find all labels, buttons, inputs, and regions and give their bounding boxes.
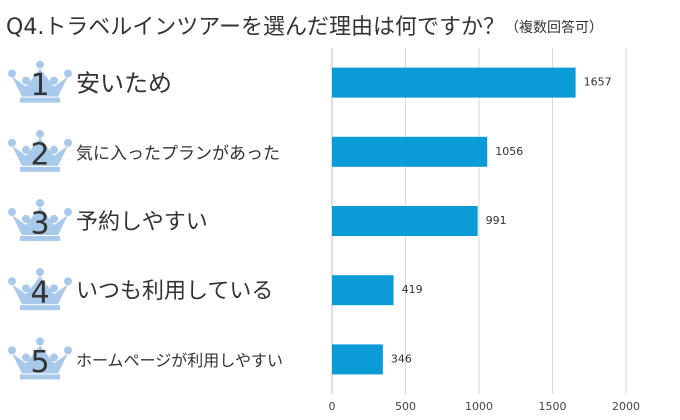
x-tick-label: 0 <box>329 400 336 413</box>
category-label: 予約しやすい <box>76 210 208 235</box>
crown-jewel <box>64 138 72 147</box>
crown-jewel <box>22 353 30 362</box>
crown-jewel <box>36 129 44 138</box>
rank-number: 3 <box>30 207 49 242</box>
crown-jewel <box>50 353 58 362</box>
crown-jewel <box>8 69 16 78</box>
crown-jewel <box>64 69 72 78</box>
crown-icon <box>8 337 72 380</box>
crown-base <box>20 166 60 172</box>
crown-jewel <box>22 145 30 154</box>
crown-icon <box>8 129 72 172</box>
crown-jewel <box>50 145 58 154</box>
rank-number: 1 <box>30 68 49 103</box>
crown-jewel <box>36 337 44 346</box>
crown-base <box>20 305 60 311</box>
crown-jewel <box>8 138 16 147</box>
crown-base <box>20 374 60 380</box>
bar <box>332 67 576 98</box>
crown <box>12 345 68 374</box>
crown-jewel <box>8 277 16 286</box>
crown-icon <box>8 199 72 241</box>
crown-jewel <box>64 208 72 216</box>
crown <box>12 276 68 305</box>
title: Q4.トラベルインツアーを選んだ理由は何ですか？ <box>6 15 505 40</box>
value-label: 1056 <box>495 145 523 158</box>
crown <box>12 207 68 235</box>
crown-jewel <box>36 268 44 277</box>
crown-base <box>20 97 60 103</box>
bar <box>332 275 394 306</box>
rank-number: 5 <box>30 345 49 380</box>
crown-jewel <box>22 284 30 293</box>
crown-jewel <box>50 284 58 293</box>
crown-jewel <box>22 76 30 85</box>
crown-jewel <box>8 346 16 355</box>
category-label: 気に入ったプランがあった <box>76 144 280 164</box>
bar <box>332 344 383 375</box>
crown-jewel <box>8 208 16 216</box>
category-label: 安いため <box>76 70 172 98</box>
x-tick-label: 1000 <box>465 400 493 413</box>
value-label: 991 <box>486 214 507 227</box>
x-tick-label: 2000 <box>612 400 640 413</box>
value-label: 346 <box>391 352 412 365</box>
crown-base <box>20 236 60 241</box>
crown-jewel <box>64 346 72 355</box>
crown-jewel <box>36 199 44 207</box>
crown-jewel <box>22 215 30 223</box>
rank-number: 2 <box>30 137 49 172</box>
x-tick-label: 1500 <box>539 400 567 413</box>
crown <box>12 68 68 97</box>
value-label: 419 <box>402 283 423 296</box>
crown <box>12 137 68 166</box>
value-label: 1657 <box>584 76 612 89</box>
crown-jewel <box>50 215 58 223</box>
x-tick-label: 500 <box>395 400 416 413</box>
crown-icon <box>8 60 72 103</box>
bar <box>332 136 488 167</box>
crown-jewel <box>36 60 44 69</box>
category-label: いつも利用している <box>76 279 273 304</box>
rank-number: 4 <box>30 276 49 311</box>
bar <box>332 206 478 236</box>
chart-title: Q4.トラベルインツアーを選んだ理由は何ですか？（複数回答可） <box>6 15 603 40</box>
subtitle: （複数回答可） <box>505 19 603 36</box>
crown-icon <box>8 268 72 311</box>
crown-jewel <box>50 76 58 85</box>
category-label: ホームページが利用しやすい <box>76 351 283 370</box>
crown-jewel <box>64 277 72 286</box>
